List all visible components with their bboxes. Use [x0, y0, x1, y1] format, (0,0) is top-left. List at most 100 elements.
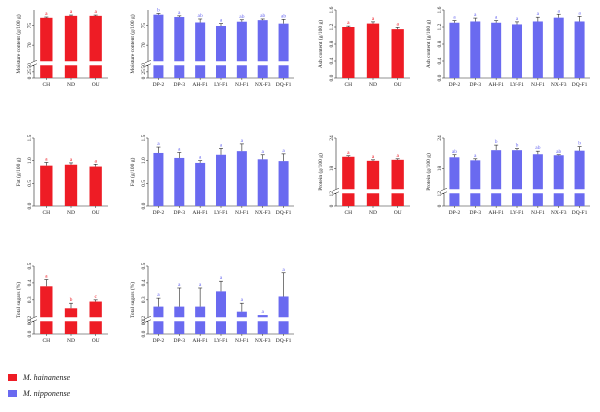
y-tick-label: 0.5	[27, 262, 33, 269]
significance-letter: a	[178, 282, 181, 288]
significance-letter: a	[347, 150, 350, 156]
y-tick-label: 50	[27, 63, 33, 69]
y-tick-label: 0.0	[141, 330, 147, 337]
x-tick-label: DP-3	[173, 82, 185, 88]
x-tick-label: OU	[394, 82, 402, 88]
x-tick-label: NJ-F1	[531, 210, 545, 216]
bar	[391, 159, 404, 206]
significance-letter: a	[45, 274, 48, 280]
significance-letter: a	[261, 149, 264, 155]
axis-break-gap	[333, 189, 410, 194]
bar	[278, 296, 289, 334]
y-tick-label: 0.5	[141, 262, 147, 269]
x-tick-label: LY-F1	[214, 210, 228, 216]
bar	[64, 164, 78, 206]
chart-panel-9: 0.0 0.10.2 0.3 0.4 0.5 Total sugars (%) a CH b ND…	[15, 262, 108, 344]
significance-letter: a	[157, 292, 160, 298]
bar	[511, 24, 523, 78]
x-tick-label: DP-2	[153, 210, 165, 216]
significance-letter: b	[516, 143, 519, 149]
bar	[278, 23, 289, 78]
y-tick-label: 0.4	[437, 57, 443, 64]
y-tick-label: 1.5	[141, 134, 147, 141]
x-tick-label: AH-F1	[488, 82, 504, 88]
y-tick-label: 18	[329, 165, 335, 171]
y-tick-label: 1.0	[141, 157, 147, 164]
significance-letter: ab	[198, 13, 203, 19]
legend-swatch-hainanense	[8, 374, 17, 381]
bar	[215, 291, 227, 334]
bar	[257, 159, 268, 206]
significance-letter: a	[372, 16, 375, 22]
x-tick-label: DP-3	[173, 338, 185, 344]
bar	[174, 157, 185, 206]
significance-letter: a	[282, 148, 285, 154]
y-tick-label: 0.0	[27, 202, 33, 209]
x-tick-label: LY-F1	[214, 82, 228, 88]
significance-letter: b	[157, 8, 160, 14]
legend-label-hainanense: M. hainanense	[23, 373, 71, 382]
bar	[257, 20, 268, 78]
y-tick-label: 0.5	[27, 180, 33, 187]
bar	[553, 155, 564, 206]
x-tick-label: DP-3	[469, 210, 481, 216]
x-tick-label: NJ-F1	[235, 338, 249, 344]
significance-letter: a	[94, 158, 97, 164]
x-tick-label: NX-F3	[255, 82, 271, 88]
axis-break-mark	[440, 188, 448, 191]
y-tick-label: 25	[27, 69, 33, 75]
y-tick-label: 1.6	[437, 6, 443, 13]
y-tick-label: 0.8	[329, 40, 335, 47]
x-tick-label: DP-3	[469, 82, 481, 88]
x-tick-label: ND	[67, 338, 75, 344]
x-tick-label: NJ-F1	[235, 82, 249, 88]
significance-letter: a	[474, 153, 477, 159]
significance-letter: a	[178, 147, 181, 153]
y-axis-label: Moisture content (g/100 g)	[129, 14, 136, 73]
significance-letter: a	[372, 154, 375, 160]
y-tick-label: 0.3	[141, 296, 147, 303]
bar	[449, 157, 460, 206]
bar	[470, 160, 481, 206]
x-tick-label: DQ-F1	[276, 338, 292, 344]
y-axis-label: Fat (g/100 g)	[129, 157, 136, 186]
x-tick-label: ND	[369, 210, 377, 216]
significance-letter: b	[578, 141, 581, 147]
x-tick-label: LY-F1	[510, 82, 524, 88]
y-tick-label: 18	[437, 165, 443, 171]
x-tick-label: LY-F1	[214, 338, 228, 344]
y-tick-label: 0.5	[141, 180, 147, 187]
bar	[574, 150, 585, 206]
y-tick-label: 0.0	[329, 74, 335, 81]
bar	[511, 150, 523, 206]
significance-letter: a	[557, 8, 560, 14]
y-tick-label: 12	[437, 191, 443, 197]
x-tick-label: DQ-F1	[276, 210, 292, 216]
axis-break-gap	[441, 189, 590, 194]
x-tick-label: ND	[67, 82, 75, 88]
y-tick-label: 1.0	[27, 157, 33, 164]
chart-panel-8: 0 12 18 24 Protein (g/100 g) ab DP-2 a DP-3 b AH-F…	[425, 135, 590, 216]
significance-letter: a	[537, 11, 540, 17]
x-tick-label: ND	[369, 82, 377, 88]
significance-letter: a	[453, 15, 456, 21]
significance-letter: a	[396, 153, 399, 159]
bar	[153, 14, 164, 78]
x-tick-label: CH	[43, 210, 51, 216]
axis-break-mark	[144, 60, 152, 63]
bar	[215, 154, 227, 206]
y-tick-label: 0.8	[437, 40, 443, 47]
axis-break-mark	[30, 60, 38, 63]
y-tick-label: 50	[141, 63, 147, 69]
axis-break-mark	[30, 63, 38, 67]
x-tick-label: AH-F1	[192, 82, 208, 88]
bar	[195, 162, 206, 206]
significance-letter: c	[94, 294, 97, 300]
significance-letter: a	[282, 267, 285, 273]
x-tick-label: DP-2	[449, 82, 461, 88]
y-tick-label: 0.1	[27, 318, 33, 325]
significance-letter: a	[261, 309, 264, 315]
significance-letter: ab	[452, 149, 457, 155]
y-axis-label: Ash content (g/100 g)	[317, 20, 324, 68]
